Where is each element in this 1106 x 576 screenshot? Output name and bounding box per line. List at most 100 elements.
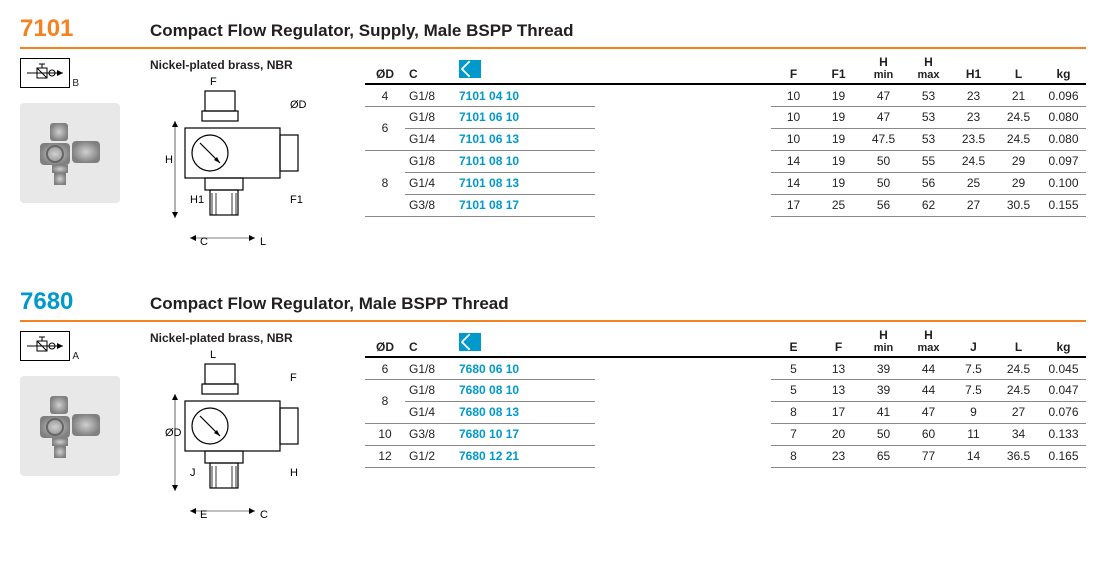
table-row: 8 G1/8 7680 08 10 51339447.524.50.047 [365,379,1086,401]
th-c: C [405,54,455,84]
cell-value: 5 [771,379,816,401]
cell-value: 19 [816,84,861,106]
cell-value: 23.5 [951,128,996,150]
cell-c: G1/8 [405,106,455,128]
cell-value: 53 [906,84,951,106]
th-col4: E [771,327,816,357]
cell-value: 0.047 [1041,379,1086,401]
title-row: 7101 Compact Flow Regulator, Supply, Mal… [20,15,1086,49]
svg-text:L: L [260,236,266,248]
th-c: C [405,327,455,357]
cell-value: 44 [906,379,951,401]
cell-partnumber: 7101 06 10 [455,106,595,128]
product-photo [20,103,120,203]
cell-value: 25 [951,172,996,194]
th-hmax: Hmax [906,54,951,84]
cell-value: 24.5 [996,357,1041,379]
cell-value: 11 [951,423,996,445]
cell-value: 0.076 [1041,401,1086,423]
cell-partnumber: 7680 08 10 [455,379,595,401]
product-photo [20,376,120,476]
material-label: Nickel-plated brass, NBR [150,331,350,345]
cell-value: 55 [906,150,951,172]
cell-value: 19 [816,150,861,172]
cell-value: 47.5 [861,128,906,150]
svg-text:L: L [210,349,216,361]
material-label: Nickel-plated brass, NBR [150,58,350,72]
svg-text:H: H [290,467,298,479]
th-col5: F [816,327,861,357]
cell-value: 65 [861,445,906,467]
cell-value: 0.096 [1041,84,1086,106]
cell-value: 39 [861,379,906,401]
cell-value: 23 [951,84,996,106]
svg-text:F: F [210,76,217,88]
cell-partnumber: 7101 08 13 [455,172,595,194]
cell-value: 20 [816,423,861,445]
catalog-icon [459,60,481,78]
th-partnumber [455,54,595,84]
svg-text:H: H [165,154,173,166]
cell-od: 10 [365,423,405,445]
table-row: G1/4 7680 08 13 81741479270.076 [365,401,1086,423]
cell-c: G1/8 [405,379,455,401]
technical-drawing: FØDHH1F1CL [150,78,330,248]
cell-value: 5 [771,357,816,379]
table-row: G1/4 7101 08 13 1419505625290.100 [365,172,1086,194]
cell-value: 47 [861,106,906,128]
cell-value: 50 [861,423,906,445]
table-row: G3/8 7101 08 17 172556622730.50.155 [365,194,1086,216]
cell-c: G1/4 [405,172,455,194]
cell-value: 44 [906,357,951,379]
drawing-column: Nickel-plated brass, NBR FØDHH1F1CL [150,54,350,248]
product-section: 7680 Compact Flow Regulator, Male BSPP T… [20,288,1086,521]
th-kg: kg [1041,327,1086,357]
th-hmax: Hmax [906,327,951,357]
catalog-icon [459,333,481,351]
cell-value: 53 [906,106,951,128]
cell-value: 17 [771,194,816,216]
drawing-column: Nickel-plated brass, NBR LFØDJHEC [150,327,350,521]
cell-value: 13 [816,379,861,401]
cell-value: 56 [861,194,906,216]
cell-value: 30.5 [996,194,1041,216]
cell-value: 19 [816,106,861,128]
cell-c: G1/8 [405,357,455,379]
svg-text:ØD: ØD [290,99,307,111]
table-row: 10 G3/8 7680 10 17 720506011340.133 [365,423,1086,445]
svg-text:F: F [290,372,297,384]
table-row: 6 G1/8 7101 06 10 101947532324.50.080 [365,106,1086,128]
cell-value: 47 [906,401,951,423]
cell-value: 0.165 [1041,445,1086,467]
cell-partnumber: 7680 10 17 [455,423,595,445]
cell-c: G1/4 [405,128,455,150]
cell-od: 8 [365,379,405,423]
cell-value: 29 [996,150,1041,172]
th-hmin: Hmin [861,54,906,84]
symbol-column: B [20,54,150,248]
cell-c: G1/2 [405,445,455,467]
cell-value: 53 [906,128,951,150]
cell-partnumber: 7680 12 21 [455,445,595,467]
th-col5: F1 [816,54,861,84]
table-column: ØD C E F Hmin Hmax J L kg [350,327,1086,521]
svg-text:C: C [260,509,268,521]
cell-partnumber: 7101 08 17 [455,194,595,216]
pneumatic-symbol-icon: B [20,58,70,88]
table-row: 4 G1/8 7101 04 10 1019475323210.096 [365,84,1086,106]
svg-text:ØD: ØD [165,427,182,439]
cell-value: 34 [996,423,1041,445]
th-od: ØD [365,54,405,84]
cell-value: 7 [771,423,816,445]
cell-value: 23 [951,106,996,128]
th-col8: J [951,327,996,357]
cell-value: 50 [861,172,906,194]
cell-od: 4 [365,84,405,106]
cell-c: G1/4 [405,401,455,423]
cell-value: 19 [816,172,861,194]
cell-od: 12 [365,445,405,467]
cell-partnumber: 7101 06 13 [455,128,595,150]
th-od: ØD [365,327,405,357]
cell-partnumber: 7101 04 10 [455,84,595,106]
cell-value: 14 [771,150,816,172]
